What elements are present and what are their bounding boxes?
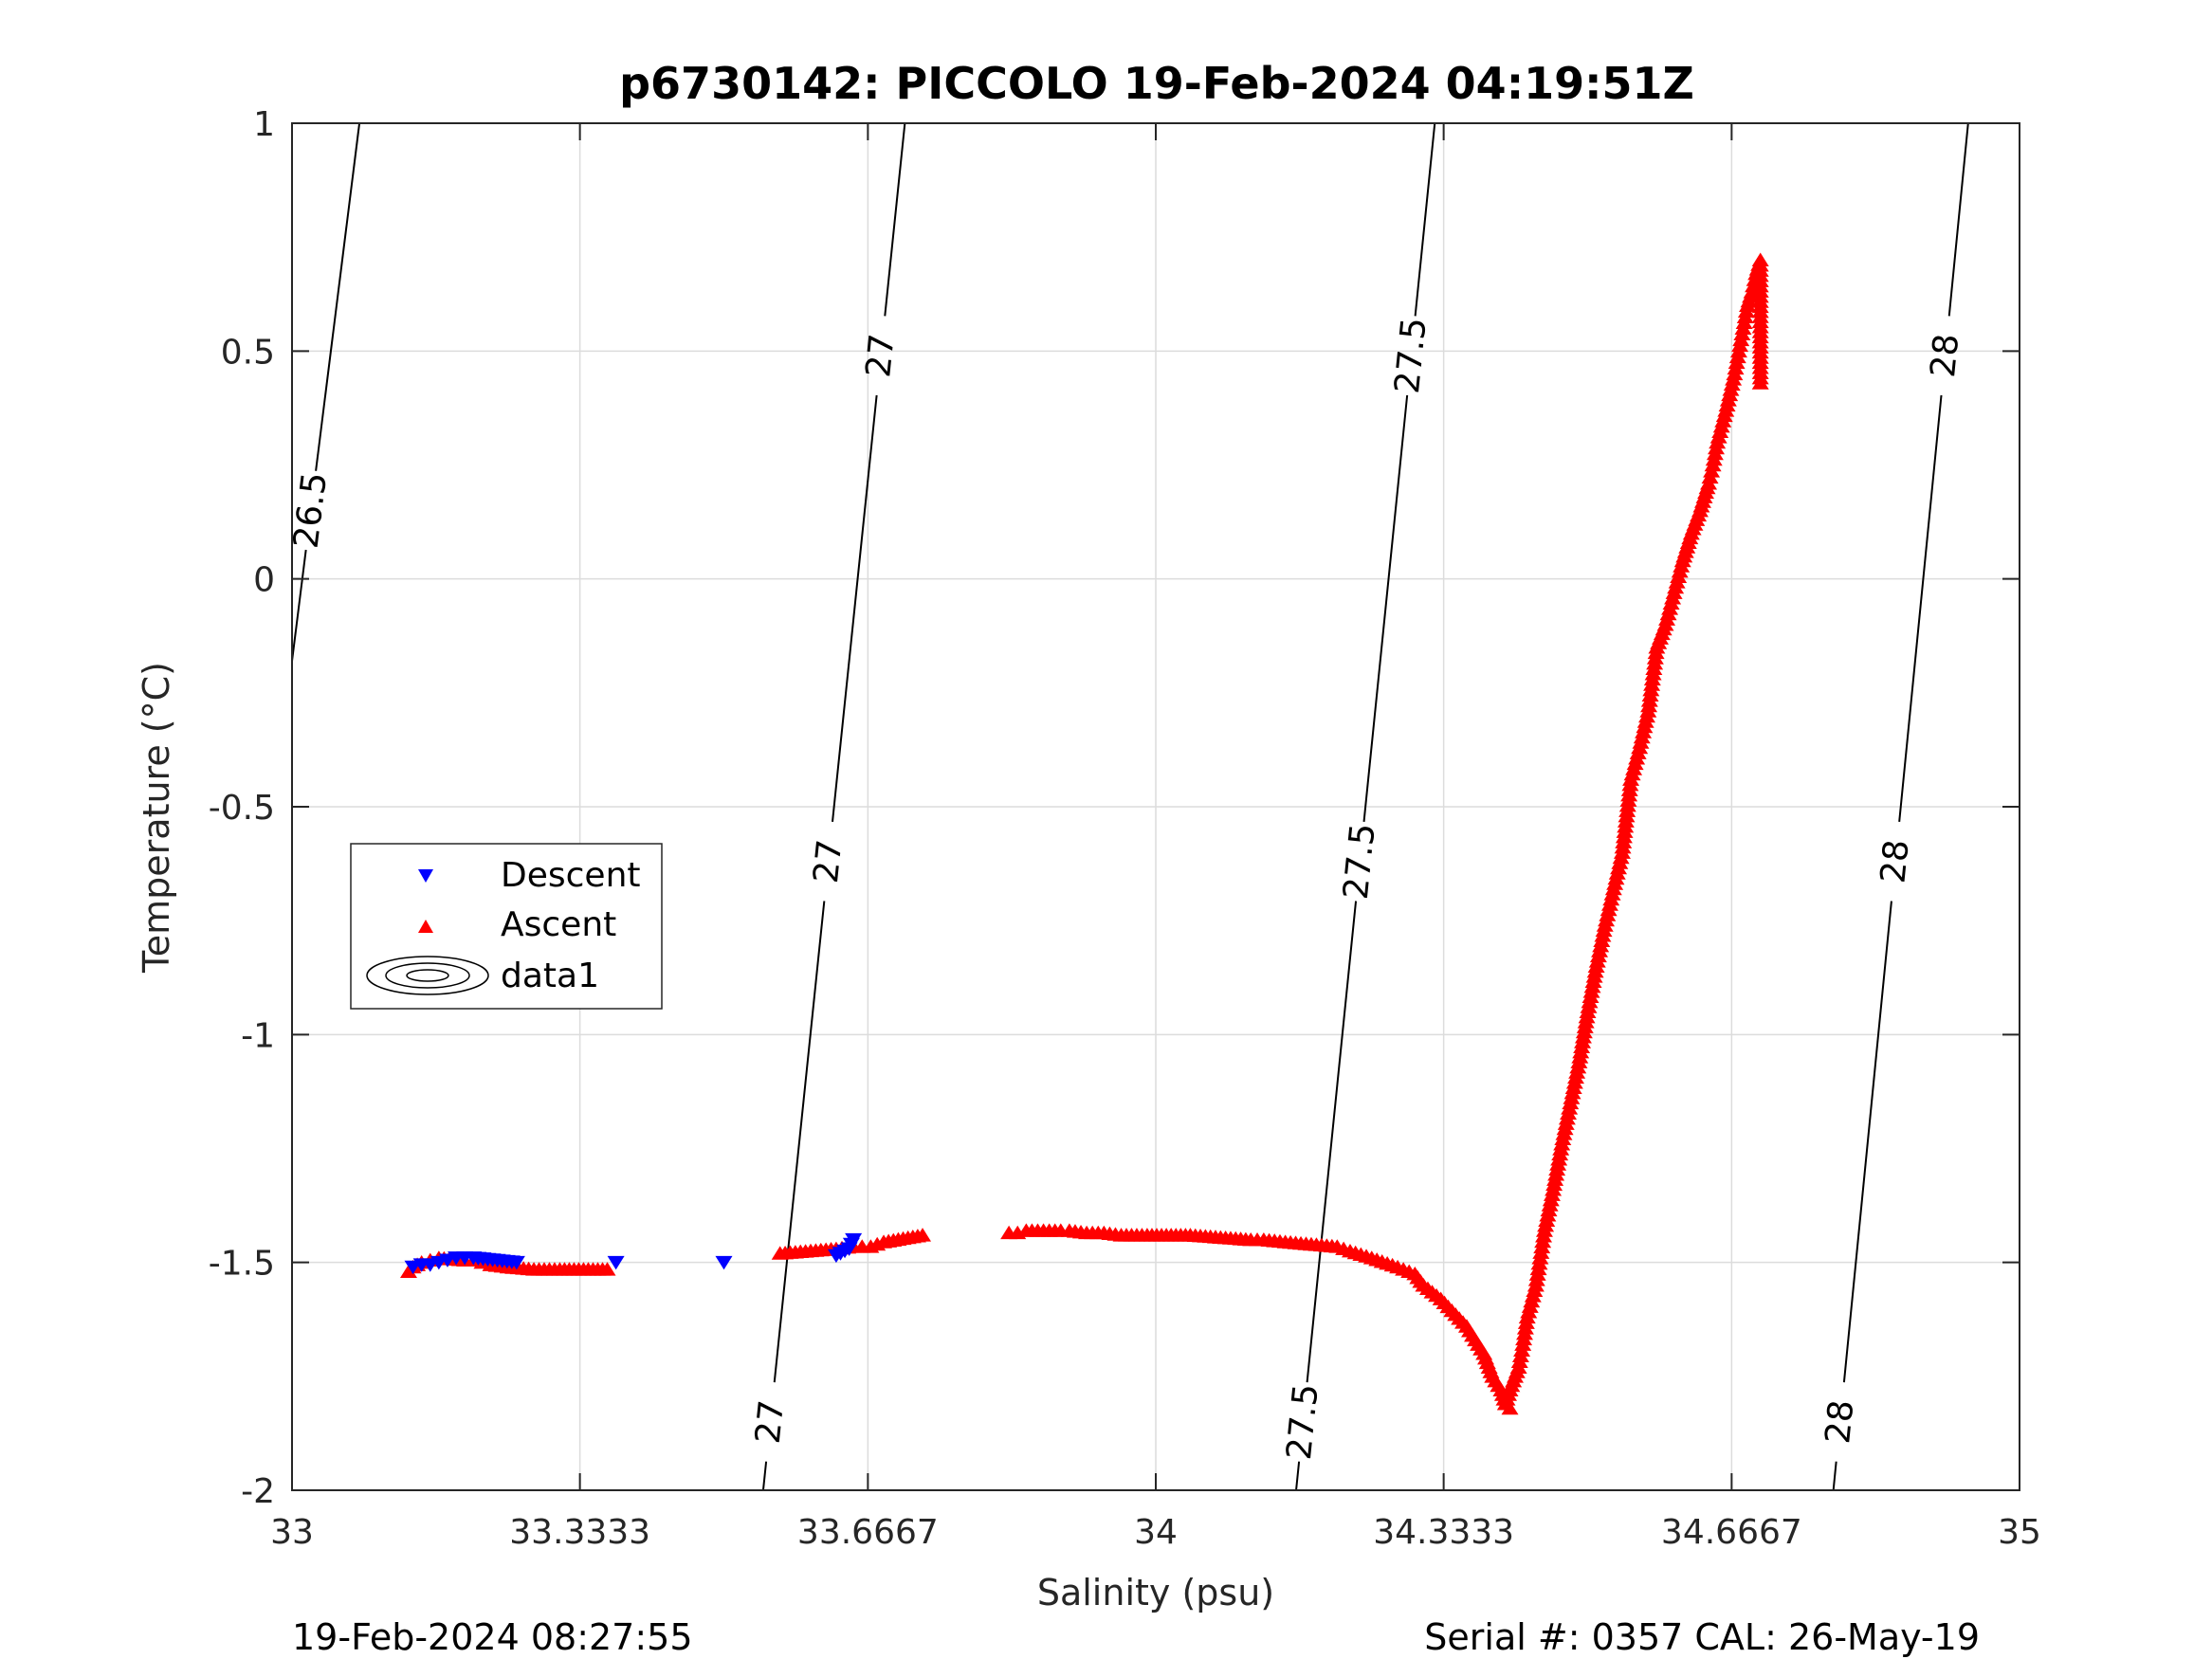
y-tick-label: -0.5 [209, 789, 275, 828]
contour-line [315, 122, 361, 471]
legend-descent-marker [418, 869, 433, 883]
x-tick-label: 33 [270, 1513, 314, 1552]
footer-timestamp: 19-Feb-2024 08:27:55 [292, 1616, 693, 1658]
contour-label: 28 [1819, 1398, 1861, 1446]
x-tick-label: 33.6667 [797, 1513, 939, 1552]
legend-contour-icon [366, 956, 489, 995]
contour-label: 27.5 [1337, 822, 1383, 902]
density-contours: 26.5 27 27 27 27.5 27.5 27.5 28 28 28 [287, 122, 1969, 1491]
contour-line [884, 122, 906, 317]
footer-serial-cal: Serial #: 0357 CAL: 26-May-19 [1424, 1616, 1980, 1658]
y-tick-label: 0.5 [221, 333, 275, 372]
ascent-point [914, 1228, 932, 1242]
x-tick-label: 34.3333 [1373, 1513, 1514, 1552]
contour-line [1947, 122, 1969, 317]
x-tick-label: 34 [1134, 1513, 1178, 1552]
contour-line [1362, 394, 1409, 822]
y-tick-label: -1.5 [209, 1245, 275, 1284]
contour-label: 28 [1874, 838, 1916, 885]
x-tick-label: 33.3333 [509, 1513, 650, 1552]
legend: Descent Ascent data1 [350, 843, 663, 1010]
legend-ascent-marker [418, 920, 433, 933]
ascent-point [598, 1262, 616, 1276]
descent-point [715, 1255, 733, 1270]
contour-line [1306, 901, 1358, 1383]
contour-label: 27 [807, 838, 850, 885]
legend-ascent-label: Ascent [501, 905, 616, 944]
y-tick-label: -2 [241, 1472, 275, 1511]
contour-line [832, 394, 878, 823]
contour-line [1898, 394, 1943, 822]
y-tick-label: 0 [253, 561, 275, 600]
contour-line [291, 549, 307, 662]
contour-label: 27 [749, 1398, 793, 1446]
contour-label: 28 [1924, 332, 1966, 379]
contour-line [1414, 122, 1436, 317]
contour-label: 27 [859, 332, 903, 379]
contour-line [1295, 1461, 1301, 1491]
data-points [399, 252, 1769, 1415]
axis-ticks: 33 33.3333 33.6667 34 34.3333 34.6667 35 -2 -1.5… [209, 105, 2041, 1552]
y-tick-label: 1 [253, 105, 275, 144]
contour-label: 27.5 [1280, 1382, 1326, 1462]
y-axis-label: Temperature (°C) [136, 662, 177, 974]
descent-point [845, 1232, 863, 1248]
contour-line [773, 901, 826, 1383]
chart-title: p6730142: PICCOLO 19-Feb-2024 04:19:51Z [619, 58, 1694, 109]
contour-label: 27.5 [1388, 316, 1435, 395]
y-tick-label: -1 [241, 1016, 275, 1055]
legend-data1-label: data1 [501, 957, 599, 995]
legend-descent-label: Descent [501, 856, 641, 895]
descent-point [507, 1255, 525, 1270]
x-tick-label: 35 [1998, 1513, 2041, 1552]
x-tick-label: 34.6667 [1661, 1513, 1802, 1552]
ascent-point [1751, 375, 1769, 390]
x-axis-label: Salinity (psu) [1037, 1572, 1274, 1613]
legend-box [350, 843, 663, 1010]
contour-line [761, 1461, 768, 1491]
contour-label: 26.5 [287, 470, 336, 551]
contour-line [1832, 1461, 1837, 1491]
contour-line [1842, 901, 1892, 1383]
descent-point [607, 1255, 625, 1270]
